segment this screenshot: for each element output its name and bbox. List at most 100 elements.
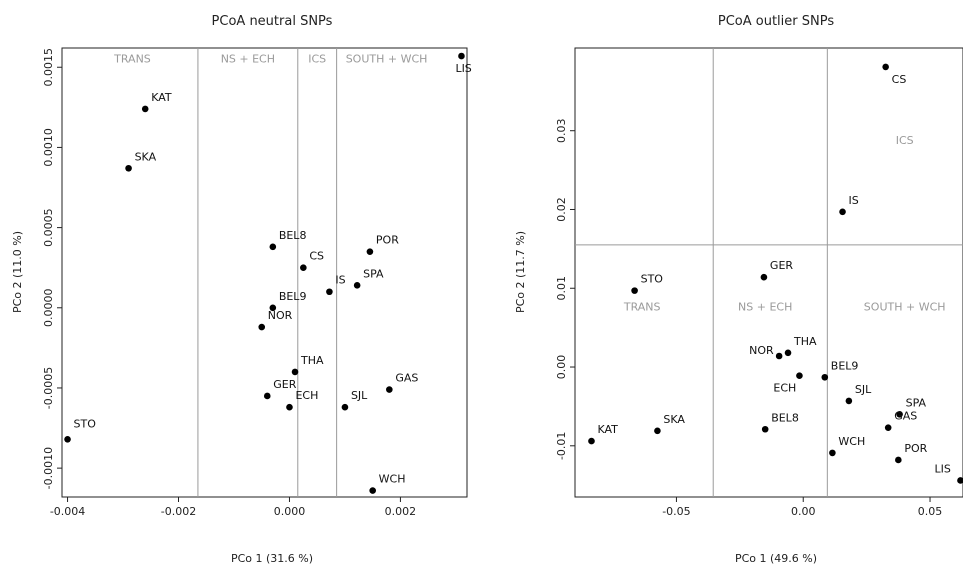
panel-neutral-snps: PCoA neutral SNPs PCo 1 (31.6 %) PCo 2 (…	[11, 14, 472, 565]
outlier-point-label-nor: NOR	[749, 344, 774, 357]
outlier-point-tha	[784, 349, 792, 357]
neutral-point-label-sto: STO	[74, 417, 97, 430]
outlier-point-bel8	[761, 425, 769, 433]
outlier-region-label-south-wch: SOUTH + WCH	[864, 300, 946, 313]
neutral-point-label-kat: KAT	[151, 91, 172, 104]
neutral-point-spa	[353, 282, 361, 289]
outlier-point-spa	[896, 410, 903, 418]
neutral-point-label-ger: GER	[273, 378, 296, 391]
neutral-point-label-bel9: BEL9	[279, 290, 307, 303]
outlier-point-label-sto: STO	[641, 273, 664, 286]
neutral-point-nor	[258, 323, 266, 331]
neutral-point-label-por: POR	[376, 234, 399, 247]
outlier-point-label-cs: CS	[892, 73, 907, 86]
neutral-point-sjl	[341, 403, 349, 411]
outlier-point-wch	[829, 449, 836, 457]
neutral-region-label-south-wch: SOUTH + WCH	[346, 52, 428, 65]
outlier-point-label-tha: THA	[793, 335, 817, 348]
outlier-point-is	[839, 208, 846, 216]
neutral-point-label-tha: THA	[300, 354, 324, 367]
outlier-region-label-trans: TRANS	[623, 300, 661, 313]
neutral-xtick-label: 0.000	[274, 505, 306, 518]
neutral-point-bel9	[269, 304, 277, 312]
neutral-point-label-lis: LIS	[455, 62, 471, 75]
neutral-point-label-ech: ECH	[295, 389, 318, 402]
panel-outlier-title: PCoA outlier SNPs	[718, 14, 834, 29]
panel-neutral-ylabel: PCo 2 (11.0 %)	[11, 231, 24, 313]
neutral-point-is	[326, 288, 333, 296]
neutral-ytick-label: -0.0005	[42, 367, 55, 409]
neutral-plot-frame	[61, 47, 468, 498]
neutral-xtick-label: -0.004	[50, 505, 85, 518]
outlier-point-label-lis: LIS	[934, 462, 950, 475]
outlier-point-label-sjl: SJL	[855, 383, 872, 396]
outlier-point-bel9	[821, 373, 829, 381]
panel-neutral-title: PCoA neutral SNPs	[212, 14, 333, 29]
neutral-point-label-wch: WCH	[379, 473, 406, 486]
outlier-point-label-ech: ECH	[773, 382, 796, 395]
neutral-point-label-ska: SKA	[135, 150, 157, 163]
outlier-point-ska	[654, 427, 661, 435]
outlier-region-label-ns-ech: NS + ECH	[738, 300, 792, 313]
outlier-point-label-bel8: BEL8	[771, 411, 799, 424]
neutral-point-label-gas: GAS	[395, 372, 418, 385]
outlier-point-label-wch: WCH	[838, 435, 865, 448]
neutral-point-por	[366, 248, 374, 255]
neutral-point-ger	[263, 392, 271, 400]
neutral-point-label-bel8: BEL8	[279, 229, 307, 242]
neutral-region-label-trans: TRANS	[113, 52, 151, 65]
panel-outlier-xlabel: PCo 1 (49.6 %)	[735, 552, 817, 565]
panel-neutral-xlabel: PCo 1 (31.6 %)	[231, 552, 313, 565]
neutral-ytick-label: -0.0010	[42, 447, 55, 489]
outlier-ytick-label: 0.00	[555, 355, 568, 380]
outlier-point-sjl	[845, 397, 853, 405]
neutral-ytick-label: 0.0000	[42, 289, 55, 328]
outlier-point-label-ger: GER	[770, 259, 793, 272]
outlier-point-label-gas: GAS	[894, 410, 917, 423]
neutral-xtick-label: 0.002	[385, 505, 417, 518]
outlier-point-lis	[957, 477, 963, 484]
outlier-point-label-is: IS	[849, 194, 859, 207]
neutral-point-lis	[458, 52, 465, 60]
neutral-point-label-spa: SPA	[363, 267, 384, 280]
neutral-point-tha	[291, 368, 299, 376]
outlier-point-label-spa: SPA	[906, 396, 927, 409]
neutral-point-label-is: IS	[335, 274, 345, 287]
neutral-point-label-sjl: SJL	[351, 389, 368, 402]
outlier-point-label-ska: SKA	[663, 413, 685, 426]
outlier-ytick-label: -0.01	[555, 432, 568, 460]
neutral-point-cs	[300, 264, 307, 271]
neutral-ytick-label: 0.0015	[42, 48, 55, 87]
outlier-ytick-label: 0.03	[555, 118, 568, 143]
outlier-xtick-label: 0.05	[918, 505, 943, 518]
outlier-xtick-label: 0.00	[791, 505, 816, 518]
outlier-point-kat	[588, 437, 595, 445]
neutral-point-bel8	[269, 243, 277, 251]
outlier-point-gas	[884, 424, 892, 431]
neutral-point-wch	[369, 487, 376, 494]
neutral-point-kat	[141, 105, 149, 113]
outlier-point-cs	[882, 63, 889, 71]
outlier-xtick-label: -0.05	[662, 505, 690, 518]
outlier-region-label-ics: ICS	[896, 134, 914, 147]
outlier-ytick-label: 0.02	[555, 197, 568, 222]
neutral-point-ech	[286, 403, 293, 411]
neutral-region-label-ns-ech: NS + ECH	[221, 52, 275, 65]
neutral-point-ska	[125, 164, 132, 172]
neutral-point-sto	[64, 435, 71, 443]
neutral-point-label-nor: NOR	[268, 309, 293, 322]
neutral-xtick-label: -0.002	[161, 505, 196, 518]
neutral-point-label-cs: CS	[309, 250, 324, 263]
neutral-ytick-label: 0.0005	[42, 208, 55, 247]
outlier-plot-frame	[574, 47, 963, 498]
neutral-ytick-label: 0.0010	[42, 128, 55, 167]
outlier-ytick-label: 0.01	[555, 276, 568, 301]
outlier-point-label-por: POR	[904, 442, 927, 455]
outlier-point-label-bel9: BEL9	[831, 359, 859, 372]
outlier-point-sto	[631, 287, 638, 294]
outlier-point-label-kat: KAT	[597, 423, 618, 436]
outlier-point-nor	[775, 352, 783, 360]
outlier-point-ger	[760, 273, 768, 281]
neutral-point-gas	[386, 386, 393, 393]
